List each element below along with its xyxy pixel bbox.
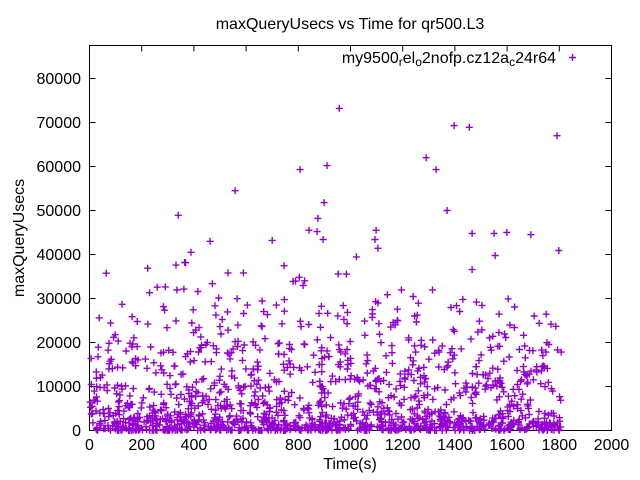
y-tick-label: 70000 (37, 115, 82, 132)
x-tick-label: 0 (85, 437, 94, 454)
x-tick-label: 800 (285, 437, 312, 454)
legend-series-label: my9500relo2nofp.cz12ac24r64 (342, 50, 556, 69)
y-tick-label: 40000 (37, 247, 82, 264)
y-tick-label: 30000 (37, 291, 82, 308)
x-tick-label: 200 (128, 437, 155, 454)
x-tick-label: 1600 (489, 437, 525, 454)
y-tick-label: 0 (72, 423, 81, 440)
y-tick-label: 60000 (37, 159, 82, 176)
y-tick-label: 80000 (37, 71, 82, 88)
x-tick-label: 1000 (333, 437, 369, 454)
x-tick-label: 2000 (594, 437, 630, 454)
scatter-points (86, 104, 565, 434)
x-tick-label: 1200 (385, 437, 421, 454)
x-axis-title: Time(s) (323, 456, 377, 473)
legend: my9500relo2nofp.cz12ac24r64 (342, 50, 576, 69)
y-axis-title: maxQueryUsecs (11, 179, 28, 297)
y-tick-label: 50000 (37, 203, 82, 220)
chart-title: maxQueryUsecs vs Time for qr500.L3 (216, 16, 485, 33)
x-tick-label: 600 (233, 437, 260, 454)
y-tick-label: 10000 (37, 379, 82, 396)
axis-tick-labels: 0 200 400 600 800 1000 1200 1400 1600 1800 2000010… (37, 71, 630, 454)
x-tick-label: 1400 (437, 437, 473, 454)
x-tick-label: 400 (181, 437, 208, 454)
x-tick-label: 1800 (542, 437, 578, 454)
y-tick-label: 20000 (37, 335, 82, 352)
legend-marker-plus-icon (569, 54, 576, 61)
scatter-points-layer (86, 104, 565, 434)
